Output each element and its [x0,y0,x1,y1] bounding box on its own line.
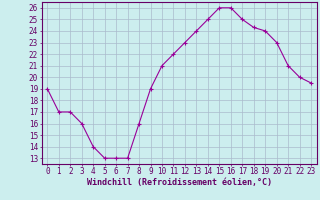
X-axis label: Windchill (Refroidissement éolien,°C): Windchill (Refroidissement éolien,°C) [87,178,272,187]
